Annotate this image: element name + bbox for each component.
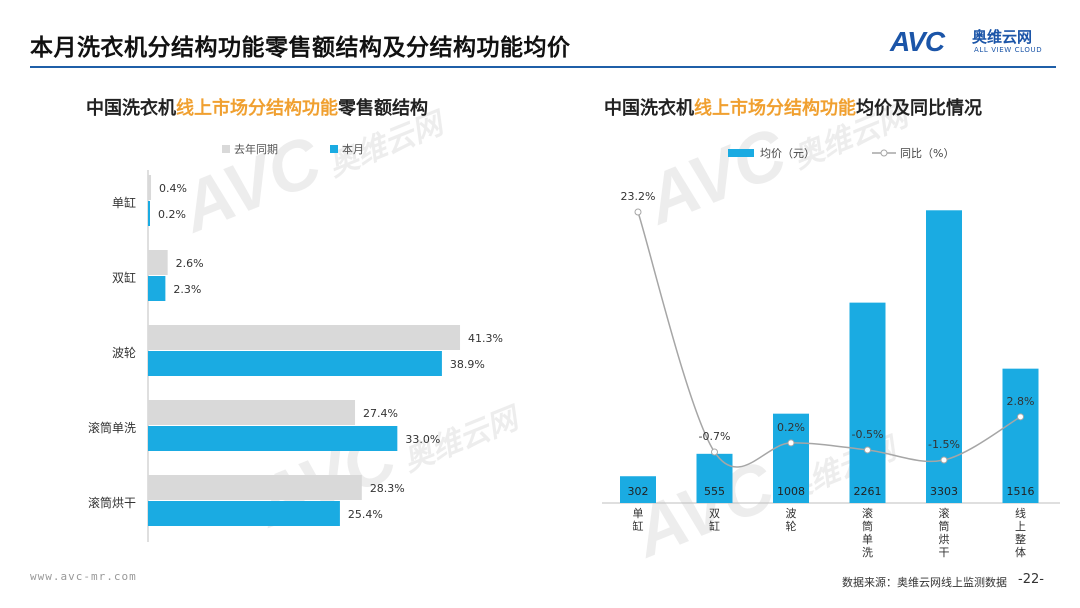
yoy-label: -0.5%	[852, 428, 884, 441]
yoy-label: -0.7%	[699, 430, 731, 443]
data-label: 25.4%	[348, 508, 383, 521]
data-label: 33.0%	[405, 433, 440, 446]
category-label: 单缸	[633, 507, 644, 533]
bar-this-month	[148, 351, 442, 376]
data-label: 27.4%	[363, 407, 398, 420]
page-title: 本月洗衣机分结构功能零售额结构及分结构功能均价	[30, 35, 571, 61]
avc-logo: AVC 奥维云网 ALL VIEW CLOUD	[890, 24, 1060, 62]
price-bar	[1002, 368, 1039, 503]
category-label: 单缸	[112, 195, 136, 210]
price-bar	[849, 302, 886, 503]
category-label: 双缸	[709, 507, 720, 533]
bar-last-year	[148, 250, 168, 275]
price-bar	[773, 413, 809, 503]
data-label: 2.6%	[176, 257, 204, 270]
price-bar	[620, 476, 656, 503]
price-label: 1516	[1007, 485, 1035, 498]
category-label: 滚筒单洗	[88, 420, 136, 435]
data-label: 28.3%	[370, 482, 405, 495]
bar-this-month	[148, 426, 398, 451]
data-label: 0.4%	[159, 182, 187, 195]
yoy-label: 2.8%	[1007, 395, 1035, 408]
data-label: 41.3%	[468, 332, 503, 345]
bar-last-year	[148, 400, 356, 425]
category-label: 双缸	[112, 270, 136, 285]
category-label: 波轮	[786, 507, 797, 533]
legend-label-yoy: 同比（%）	[900, 147, 954, 160]
legend-marker-yoy	[880, 149, 888, 157]
yoy-marker	[940, 456, 948, 464]
yoy-label: -1.5%	[928, 438, 960, 451]
price-label: 555	[704, 485, 725, 498]
bar-last-year	[148, 475, 362, 500]
data-label: 2.3%	[173, 283, 201, 296]
yoy-marker	[864, 446, 871, 454]
legend-swatch-0	[222, 145, 230, 153]
yoy-marker	[787, 439, 795, 447]
bar-last-year	[148, 325, 461, 350]
price-bar	[926, 210, 962, 503]
bar-last-year	[148, 175, 152, 200]
category-label: 滚筒单洗	[862, 506, 873, 559]
bar-this-month	[148, 276, 166, 301]
yoy-marker	[1017, 413, 1024, 421]
footer-url: www.avc-mr.com	[30, 570, 137, 583]
data-label: 38.9%	[450, 358, 485, 371]
logo-chinese-name: 奥维云网	[972, 28, 1033, 46]
legend-swatch-price	[728, 149, 754, 157]
category-label: 滚筒烘干	[88, 495, 136, 510]
legend-label-0: 去年同期	[234, 142, 278, 156]
price-label: 2261	[854, 485, 882, 498]
price-combo-chart: 均价（元） 同比（%） 302 单缸 555 双缸 1008 波轮 2261 滚筒单洗 3303 滚筒…	[602, 147, 1060, 559]
category-label: 波轮	[112, 346, 136, 360]
yoy-line	[637, 211, 1021, 468]
logo-english-name: ALL VIEW CLOUD	[974, 46, 1043, 54]
page-number: -22-	[1018, 572, 1044, 587]
bar-this-month	[148, 201, 150, 226]
category-label: 滚筒烘干	[939, 506, 950, 559]
data-label: 0.2%	[158, 208, 186, 221]
category-label: 线上整体	[1015, 506, 1026, 559]
price-bar	[696, 453, 733, 503]
bar-this-month	[148, 501, 340, 526]
yoy-label: 0.2%	[777, 421, 805, 434]
price-label: 1008	[777, 485, 805, 498]
left-chart-title: 中国洗衣机线上市场分结构功能零售额结构	[86, 98, 428, 119]
right-chart-title: 中国洗衣机线上市场分结构功能均价及同比情况	[604, 98, 982, 119]
legend-label-1: 本月	[342, 142, 364, 156]
yoy-marker	[634, 208, 642, 216]
data-source-note: 数据来源：奥维云网线上监测数据	[842, 576, 1007, 589]
yoy-marker	[711, 448, 718, 456]
price-label: 302	[628, 485, 649, 498]
price-label: 3303	[930, 485, 958, 498]
logo-mark: AVC	[890, 26, 945, 57]
title-divider	[30, 66, 1056, 68]
yoy-label: 23.2%	[621, 190, 656, 203]
legend-label-price: 均价（元）	[760, 147, 815, 160]
legend-swatch-1	[330, 145, 338, 153]
